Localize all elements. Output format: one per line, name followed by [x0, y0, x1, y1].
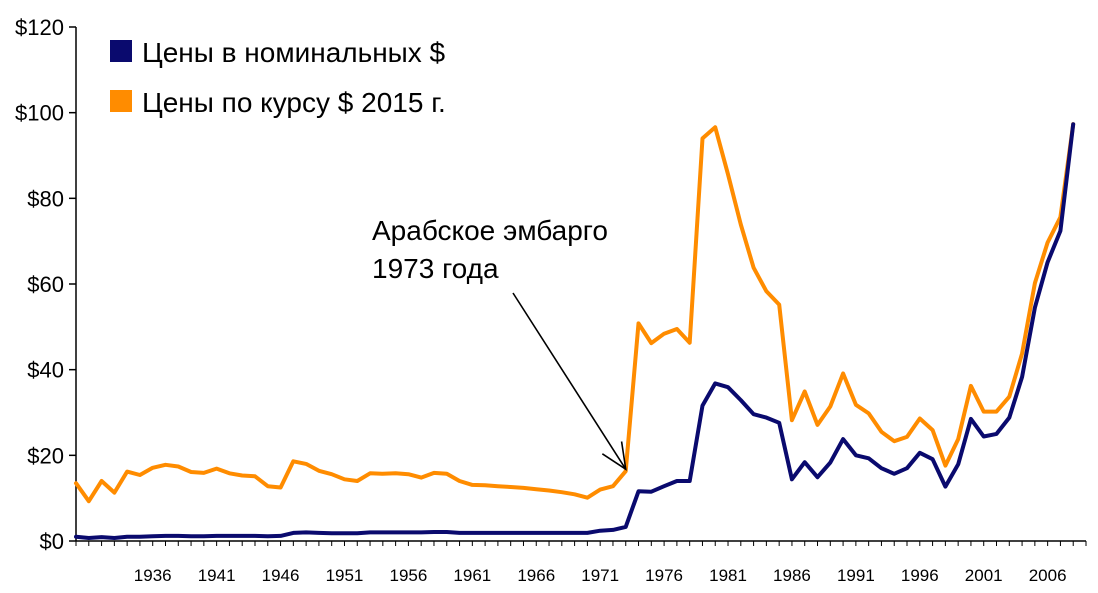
arrow-shaft: [512, 292, 627, 470]
y-tick-label: $120: [15, 15, 64, 40]
x-tick-label: 1976: [645, 566, 683, 585]
legend-label-real: Цены по курсу $ 2015 г.: [142, 87, 446, 118]
legend: Цены в номинальных $ Цены по курсу $ 201…: [110, 37, 446, 118]
x-tick-label: 1981: [709, 566, 747, 585]
y-tick-label: $40: [27, 358, 64, 383]
annotation-line-2: 1973 года: [372, 253, 499, 284]
arrow-head: [601, 441, 627, 471]
y-tick-label: $0: [40, 529, 64, 554]
series-line-real: [74, 122, 1076, 504]
legend-swatch-real: [110, 90, 132, 112]
y-tick-label: $60: [27, 272, 64, 297]
x-tick-label: 2001: [965, 566, 1003, 585]
annotation-line-1: Арабское эмбарго: [372, 215, 608, 246]
y-tick-label: $80: [27, 186, 64, 211]
x-tick-label: 1991: [837, 566, 875, 585]
annotation-arrow: [512, 292, 627, 471]
x-tick-label: 1946: [262, 566, 300, 585]
x-tick-label: 1961: [453, 566, 491, 585]
x-tick-label: 1971: [581, 566, 619, 585]
x-tick-label: 1986: [773, 566, 811, 585]
legend-swatch-nominal: [110, 40, 132, 62]
y-axis-ticks: $0 $20 $40 $60 $80 $100 $120: [15, 15, 76, 554]
x-axis-ticks: 1936 1941 1946 1951 1956 1961 1966 1971 1976 1981…: [75, 541, 1087, 585]
y-tick-label: $20: [27, 443, 64, 468]
series-line-nominal: [74, 122, 1076, 540]
x-tick-label: 1996: [901, 566, 939, 585]
annotation: Арабское эмбарго 1973 года: [372, 215, 627, 471]
x-tick-label: 1936: [134, 566, 172, 585]
x-tick-label: 1941: [198, 566, 236, 585]
series-layer: [74, 122, 1076, 540]
x-tick-label: 1956: [389, 566, 427, 585]
y-tick-label: $100: [15, 101, 64, 126]
legend-label-nominal: Цены в номинальных $: [142, 37, 446, 68]
x-tick-label: 1951: [326, 566, 364, 585]
x-tick-label: 1966: [517, 566, 555, 585]
x-tick-label: 2006: [1029, 566, 1067, 585]
